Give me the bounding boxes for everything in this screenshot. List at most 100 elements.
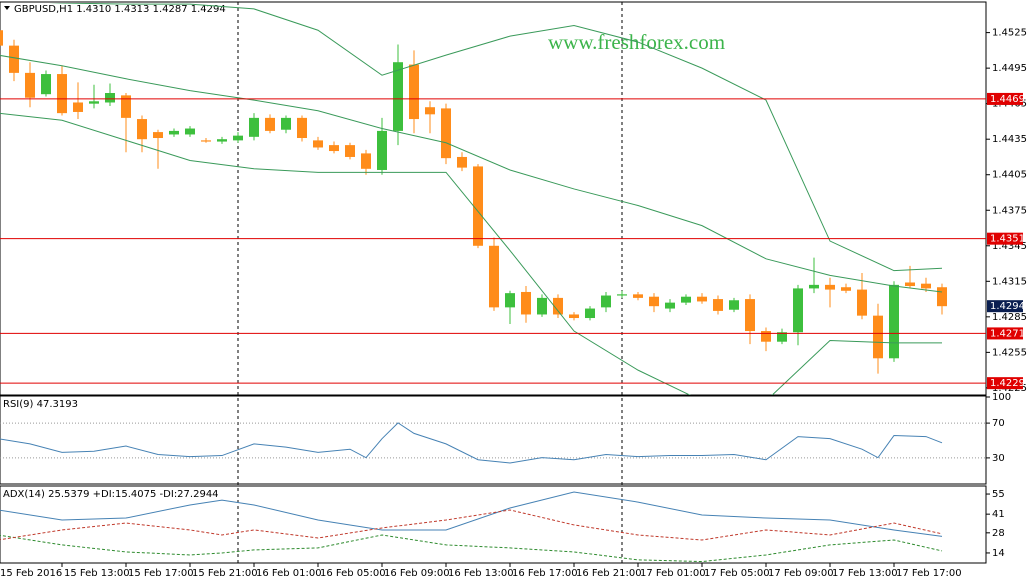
y-tick-label: 1.4375 bbox=[992, 205, 1027, 216]
candle-body bbox=[9, 45, 19, 73]
candle-body bbox=[921, 283, 931, 289]
candle-body bbox=[409, 64, 419, 120]
candle-body bbox=[377, 130, 387, 170]
candle-body bbox=[361, 153, 371, 169]
indicator-line bbox=[0, 534, 943, 563]
candle-body bbox=[521, 291, 531, 315]
candle-body bbox=[713, 299, 723, 311]
x-tick-label: 15 Feb 13:00 bbox=[64, 568, 130, 579]
candle-body bbox=[601, 295, 611, 308]
x-tick-label: 15 Feb 17:00 bbox=[128, 568, 194, 579]
candle-body bbox=[57, 74, 67, 114]
x-tick-label: 15 Feb 2016 bbox=[0, 568, 62, 579]
y-tick-label: 41 bbox=[992, 509, 1005, 520]
candle-body bbox=[809, 284, 819, 289]
indicator-line bbox=[0, 509, 943, 541]
candle-body bbox=[0, 30, 3, 46]
x-tick-label: 15 Feb 21:00 bbox=[192, 568, 258, 579]
indicator-line bbox=[0, 491, 943, 537]
x-tick-label: 16 Feb 17:00 bbox=[512, 568, 578, 579]
y-tick-label: 14 bbox=[992, 548, 1005, 559]
level-label: 1.4351 bbox=[990, 234, 1025, 245]
candle-body bbox=[745, 299, 755, 332]
candle-body bbox=[681, 296, 691, 303]
candle-body bbox=[553, 297, 563, 315]
candle-body bbox=[89, 101, 99, 104]
candle-body bbox=[441, 108, 451, 159]
y-tick-label: 1.4495 bbox=[992, 63, 1027, 74]
bollinger-band bbox=[48, 3, 943, 272]
candle-body bbox=[873, 315, 883, 359]
last-price-box bbox=[987, 300, 1023, 313]
rsi-panel bbox=[0, 395, 987, 485]
candle-body bbox=[281, 117, 291, 130]
candle-body bbox=[233, 135, 243, 141]
main-header: GBPUSD,H1 1.4310 1.4313 1.4287 1.4294 bbox=[14, 4, 226, 15]
candle-body bbox=[569, 314, 579, 319]
candle-body bbox=[121, 95, 131, 118]
y-tick-label: 1.4435 bbox=[992, 134, 1027, 145]
panel-arrow bbox=[4, 6, 10, 10]
y-tick-label: 1.4405 bbox=[992, 170, 1027, 181]
last-price-label: 1.4294 bbox=[990, 301, 1025, 312]
candle-body bbox=[857, 289, 867, 316]
candle-body bbox=[425, 107, 435, 115]
candle-body bbox=[889, 284, 899, 359]
candle-body bbox=[393, 62, 403, 131]
x-tick-label: 16 Feb 09:00 bbox=[384, 568, 450, 579]
candle-body bbox=[793, 288, 803, 333]
bollinger-band bbox=[0, 54, 943, 293]
candle-body bbox=[153, 132, 163, 139]
candle-body bbox=[345, 145, 355, 157]
y-tick-label: 1.4345 bbox=[992, 241, 1027, 252]
y-tick-label: 1.4315 bbox=[992, 276, 1027, 287]
adx-header: ADX(14) 25.5379 +DI:15.4075 -DI:27.2944 bbox=[3, 489, 219, 500]
level-label: 1.4271 bbox=[990, 328, 1025, 339]
y-tick-label: 30 bbox=[992, 453, 1005, 464]
level-label-box bbox=[987, 377, 1023, 390]
candle-body bbox=[41, 74, 51, 95]
candle-body bbox=[777, 332, 787, 342]
candle-body bbox=[169, 130, 179, 135]
x-tick-label: 17 Feb 01:00 bbox=[640, 568, 706, 579]
candles bbox=[0, 30, 947, 374]
candle-body bbox=[505, 293, 515, 308]
candle-body bbox=[905, 282, 915, 287]
x-tick-label: 17 Feb 05:00 bbox=[704, 568, 770, 579]
x-tick-label: 17 Feb 13:00 bbox=[832, 568, 898, 579]
candle-body bbox=[841, 287, 851, 291]
main-panel bbox=[0, 1, 987, 396]
candle-body bbox=[137, 119, 147, 140]
indicator-line bbox=[0, 422, 943, 464]
candle-body bbox=[729, 300, 739, 310]
x-tick-label: 16 Feb 01:00 bbox=[256, 568, 322, 579]
y-tick-label: 28 bbox=[992, 528, 1005, 539]
y-tick-label: 100 bbox=[992, 392, 1011, 403]
candle-body bbox=[457, 156, 467, 168]
x-tick-label: 16 Feb 21:00 bbox=[576, 568, 642, 579]
rsi-header: RSI(9) 47.3193 bbox=[3, 399, 78, 410]
candle-body bbox=[633, 294, 643, 298]
candle-body bbox=[73, 102, 83, 112]
candle-body bbox=[313, 140, 323, 148]
level-label-box bbox=[987, 232, 1023, 245]
level-label: 1.4229 bbox=[990, 378, 1025, 389]
candle-body bbox=[105, 93, 115, 103]
candle-body bbox=[297, 117, 307, 139]
candle-body bbox=[761, 331, 771, 342]
candle-body bbox=[825, 284, 835, 290]
candle-body bbox=[665, 302, 675, 309]
y-tick-label: 1.4255 bbox=[992, 347, 1027, 358]
candle-body bbox=[649, 296, 659, 307]
candle-body bbox=[489, 245, 499, 308]
level-label-box bbox=[987, 92, 1023, 105]
y-tick-label: 55 bbox=[992, 489, 1005, 500]
y-tick-label: 1.4525 bbox=[992, 28, 1027, 39]
candle-body bbox=[537, 297, 547, 315]
candle-body bbox=[329, 145, 339, 152]
candle-body bbox=[25, 72, 35, 98]
x-tick-label: 16 Feb 05:00 bbox=[320, 568, 386, 579]
bollinger-band bbox=[0, 112, 942, 395]
y-tick-label: 70 bbox=[992, 418, 1005, 429]
